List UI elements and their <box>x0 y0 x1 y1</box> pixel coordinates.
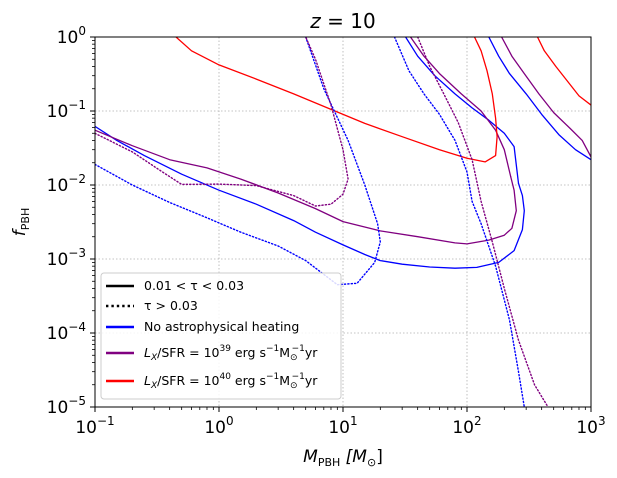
x-tick-base: 10 <box>576 418 598 438</box>
legend: 0.01 < τ < 0.03 τ > 0.03 No astrophysica… <box>100 272 342 400</box>
title-value: = 10 <box>321 9 376 33</box>
series-dotted-right <box>417 37 549 407</box>
x-tick-exp: 2 <box>474 414 482 428</box>
y-tick-base: 10 <box>47 102 69 122</box>
legend-label-tau-high: τ > 0.03 <box>144 298 198 313</box>
y-tick-label: 10−4 <box>47 320 86 344</box>
x-label-sun: ⊙ <box>367 456 376 469</box>
x-tick-exp: 0 <box>226 414 234 428</box>
y-tick-label: 10−5 <box>47 394 86 418</box>
x-tick-base: 10 <box>204 418 226 438</box>
legend-label-no-heating: No astrophysical heating <box>144 319 299 334</box>
y-tick-label: 100 <box>57 24 86 48</box>
series-dotted-left <box>95 37 381 286</box>
series-solid-left <box>175 37 498 163</box>
lx39-uexp: −1 <box>266 344 279 354</box>
y-tick-base: 10 <box>57 28 79 48</box>
lx39-msub: ⊙ <box>290 353 298 363</box>
series-dotted-left <box>95 37 349 207</box>
lx40-uexp: −1 <box>266 372 279 382</box>
series-solid-left <box>95 129 517 245</box>
x-tick-base: 10 <box>452 418 474 438</box>
y-tick-base: 10 <box>47 176 69 196</box>
x-tick-label: 102 <box>452 414 481 438</box>
lx39-sub: X <box>150 353 158 363</box>
x-tick-base: 10 <box>328 418 350 438</box>
lx40-end: yr <box>305 373 318 388</box>
y-tick-label: 10−3 <box>47 246 86 270</box>
y-tick-base: 10 <box>47 398 69 418</box>
y-tick-exp: 0 <box>78 24 86 38</box>
x-tick-label: 103 <box>576 414 605 438</box>
series-solid-right-outer <box>488 37 591 161</box>
series-solid-right-outer <box>536 37 591 106</box>
y-tick-exp: −5 <box>68 394 86 408</box>
lx39-unit: erg s <box>231 345 266 360</box>
lx40-exp: 40 <box>220 372 232 382</box>
lx40-L: L <box>144 373 151 388</box>
legend-label-tau-range: 0.01 < τ < 0.03 <box>144 278 244 293</box>
lx40-unit: erg s <box>231 373 266 388</box>
x-axis-label: MPBH [M⊙] <box>303 447 383 469</box>
y-tick-exp: −2 <box>68 172 86 186</box>
lx39-L: L <box>144 345 151 360</box>
chart-title: z = 10 <box>309 9 375 33</box>
x-tick-exp: −1 <box>97 414 115 428</box>
series-solid-right-outer <box>500 37 591 158</box>
series-dotted-right <box>393 37 525 407</box>
lx39-exp: 39 <box>220 344 232 354</box>
y-tick-exp: −4 <box>68 320 86 334</box>
y-tick-label: 10−1 <box>47 98 86 122</box>
series-solid-left <box>95 125 525 269</box>
lx39-mexp: −1 <box>292 344 305 354</box>
x-tick-label: 100 <box>204 414 233 438</box>
series-solid-right <box>404 37 520 185</box>
x-tick-exp: 3 <box>598 414 606 428</box>
lx40-sub: X <box>150 381 158 391</box>
x-label-close: ] <box>376 447 383 467</box>
y-tick-exp: −3 <box>68 246 86 260</box>
y-tick-base: 10 <box>47 324 69 344</box>
lx40-msub: ⊙ <box>290 381 298 391</box>
lx40-mexp: −1 <box>292 372 305 382</box>
y-tick-base: 10 <box>47 250 69 270</box>
lx39-mid: /SFR = 10 <box>157 345 219 360</box>
series-layer <box>95 37 591 407</box>
y-tick-label: 10−2 <box>47 172 86 196</box>
x-tick-label: 101 <box>328 414 357 438</box>
title-variable: z <box>309 9 321 33</box>
x-tick-label: 10−1 <box>75 414 114 438</box>
lx40-m: M <box>279 373 290 388</box>
x-label-bracket: [M <box>340 447 367 467</box>
x-label-sub: PBH <box>318 456 340 469</box>
y-label-sub: PBH <box>19 208 32 230</box>
legend-label-lx40: LX/SFR = 1040 erg s−1M⊙−1yr <box>144 372 318 391</box>
lx39-m: M <box>279 345 290 360</box>
legend-box <box>100 272 342 400</box>
lx40-mid: /SFR = 10 <box>157 373 219 388</box>
x-tick-base: 10 <box>75 418 97 438</box>
y-tick-exp: −1 <box>68 98 86 112</box>
lx39-end: yr <box>305 345 318 360</box>
x-label-var: M <box>303 447 318 467</box>
y-axis-label: fPBH <box>10 208 32 236</box>
x-tick-exp: 1 <box>350 414 358 428</box>
y-label-var: f <box>10 227 30 236</box>
legend-label-lx39: LX/SFR = 1039 erg s−1M⊙−1yr <box>144 344 318 363</box>
